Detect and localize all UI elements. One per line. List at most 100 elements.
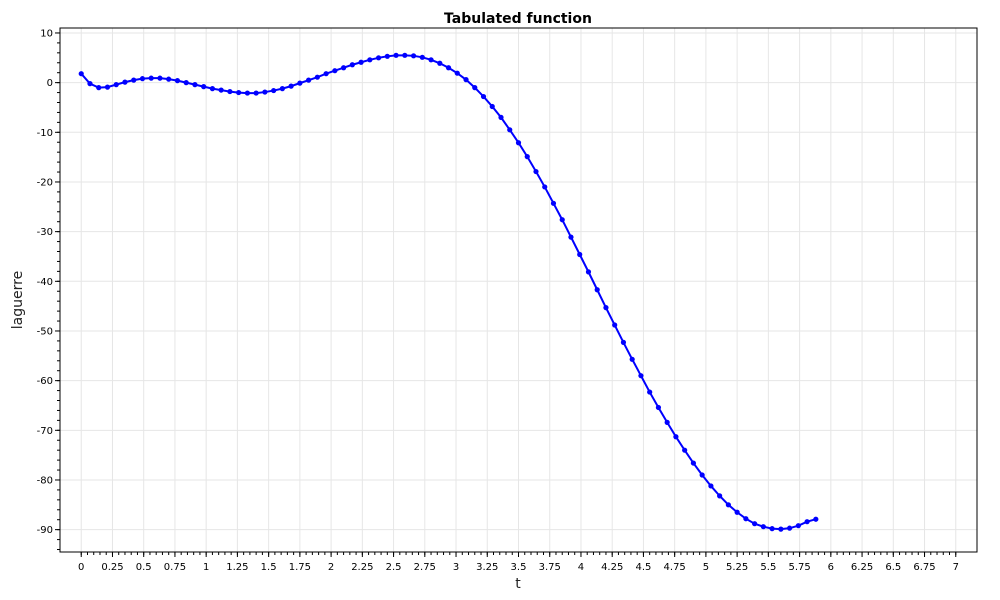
x-tick-label: 6.5 (885, 562, 901, 573)
x-tick-label: 0.25 (101, 562, 123, 573)
data-point (253, 90, 259, 96)
x-tick-label: 7 (953, 562, 959, 573)
x-tick-label: 3 (453, 562, 459, 573)
data-point (682, 447, 688, 453)
data-point (489, 103, 495, 110)
data-point (410, 53, 417, 59)
y-tick-label: -90 (37, 525, 53, 536)
x-tick-label: 0.75 (164, 562, 186, 573)
x-tick-label: 6 (828, 562, 834, 573)
data-point (131, 77, 137, 83)
data-point (620, 339, 627, 345)
data-point (717, 493, 723, 499)
data-point (113, 82, 119, 88)
data-point (542, 184, 548, 190)
data-point (585, 269, 592, 275)
chart-title: Tabulated function (444, 11, 592, 27)
data-point (673, 434, 679, 440)
data-point (778, 526, 784, 532)
data-point (743, 516, 749, 522)
data-point (524, 154, 530, 160)
x-tick-label: 4 (578, 562, 584, 573)
data-point (166, 76, 172, 82)
data-point (507, 127, 513, 133)
data-point (813, 516, 819, 522)
data-point (192, 82, 198, 88)
data-point (515, 140, 522, 146)
data-point (262, 89, 268, 95)
data-point (699, 472, 705, 478)
x-tick-label: 2 (328, 562, 334, 573)
data-point (647, 389, 653, 395)
axis-ticks: 0 0.25 0.5 0.75 1 1.25 1.5 1.75 2 2.25 2.5 2.75 3 3.2… (37, 28, 959, 573)
x-tick-label: 2.5 (386, 562, 402, 573)
y-tick-label: -30 (37, 227, 53, 238)
y-tick-label: -10 (37, 128, 53, 139)
data-point (559, 217, 565, 223)
data-point (384, 53, 390, 59)
x-tick-label: 5.5 (760, 562, 776, 573)
grid (60, 28, 977, 552)
data-point (314, 74, 320, 80)
data-point (183, 80, 189, 86)
x-tick-label: 3.75 (539, 562, 561, 573)
y-tick-label: -80 (37, 475, 53, 486)
data-point (725, 502, 731, 508)
data-point (594, 287, 600, 293)
data-point (419, 54, 425, 60)
data-point (577, 251, 583, 258)
data-point (480, 93, 487, 100)
data-point (332, 68, 338, 74)
x-tick-label: 1 (203, 562, 209, 573)
x-tick-label: 3.25 (476, 562, 498, 573)
data-point (760, 524, 766, 530)
data-point (533, 168, 539, 175)
x-tick-label: 4.5 (635, 562, 651, 573)
x-tick-label: 1.5 (261, 562, 277, 573)
x-tick-label: 6.75 (913, 562, 935, 573)
data-point (664, 419, 670, 425)
data-point (787, 525, 793, 531)
data-point (708, 483, 714, 489)
x-tick-label: 1.25 (226, 562, 248, 573)
data-point (568, 234, 574, 240)
data-point (629, 356, 635, 362)
data-point (288, 83, 294, 89)
x-tick-label: 0 (78, 562, 84, 573)
data-point (428, 57, 434, 63)
y-tick-label: 0 (47, 78, 53, 89)
data-point (174, 78, 181, 84)
data-point (752, 521, 758, 527)
data-point (104, 84, 111, 90)
data-point (218, 87, 224, 93)
data-point (655, 404, 662, 411)
data-point (445, 65, 452, 71)
data-point (638, 373, 644, 379)
x-tick-label: 4.75 (664, 562, 686, 573)
data-point (375, 55, 382, 61)
data-point (148, 75, 154, 81)
y-tick-label: -70 (37, 426, 53, 437)
data-point (393, 52, 399, 58)
data-point (402, 52, 408, 58)
data-point (244, 90, 250, 96)
data-point (297, 80, 303, 86)
data-point (122, 79, 128, 85)
data-point (769, 526, 775, 532)
x-axis-label: t (515, 576, 521, 592)
data-point (367, 57, 373, 63)
data-point (306, 77, 312, 83)
y-tick-label: -20 (37, 177, 53, 188)
x-tick-label: 3.5 (511, 562, 527, 573)
x-tick-label: 1.75 (289, 562, 311, 573)
data-point (349, 62, 355, 68)
x-tick-label: 2.25 (351, 562, 373, 573)
data-point (454, 70, 460, 76)
data-point (498, 114, 504, 120)
y-tick-label: -50 (37, 326, 53, 337)
x-tick-label: 2.75 (414, 562, 436, 573)
y-tick-label: -60 (37, 376, 53, 387)
data-point (734, 509, 740, 515)
data-point (690, 460, 697, 466)
y-tick-label: -40 (37, 277, 53, 288)
